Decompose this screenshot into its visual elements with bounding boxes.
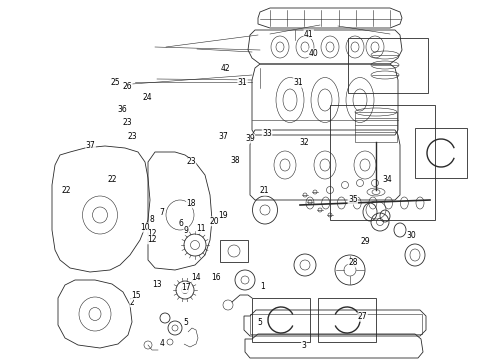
Text: 5: 5 (257, 318, 262, 327)
Text: 38: 38 (230, 156, 240, 165)
Text: 33: 33 (262, 129, 272, 138)
Text: 31: 31 (238, 78, 247, 87)
Text: 17: 17 (181, 284, 191, 292)
Text: 23: 23 (127, 132, 137, 141)
Text: 24: 24 (142, 93, 152, 102)
Text: 9: 9 (184, 226, 189, 235)
Text: 37: 37 (218, 132, 228, 141)
Text: 13: 13 (152, 280, 162, 289)
Bar (318, 298, 376, 342)
Text: 22: 22 (108, 175, 118, 184)
Text: 30: 30 (407, 231, 416, 240)
Text: 2: 2 (130, 298, 135, 307)
Text: 21: 21 (260, 186, 270, 195)
Text: 8: 8 (149, 215, 154, 224)
Text: 16: 16 (211, 273, 220, 282)
Text: 18: 18 (186, 199, 196, 208)
Bar (252, 298, 310, 342)
Text: 11: 11 (196, 225, 206, 234)
Text: 23: 23 (186, 158, 196, 166)
Text: 36: 36 (118, 105, 127, 114)
Text: 28: 28 (348, 258, 358, 267)
Text: 12: 12 (147, 235, 157, 244)
Bar (355, 112, 397, 142)
Text: 27: 27 (358, 312, 368, 321)
Bar (250, 314, 422, 334)
Text: 14: 14 (191, 273, 201, 282)
Text: 26: 26 (122, 82, 132, 91)
Bar (348, 38, 428, 93)
Text: 10: 10 (140, 223, 149, 232)
Text: 29: 29 (360, 237, 370, 246)
Text: 20: 20 (209, 217, 219, 226)
Text: 22: 22 (61, 186, 71, 195)
Text: 19: 19 (218, 211, 228, 220)
Text: 15: 15 (131, 291, 141, 300)
Text: 39: 39 (245, 134, 255, 143)
Bar (220, 240, 248, 262)
Bar (415, 128, 467, 178)
Text: 12: 12 (147, 230, 157, 238)
Text: 23: 23 (122, 118, 132, 127)
Text: 4: 4 (159, 339, 164, 348)
Text: 6: 6 (179, 219, 184, 228)
Text: 41: 41 (304, 30, 314, 39)
Text: 7: 7 (159, 208, 164, 217)
Text: 3: 3 (301, 341, 306, 350)
Text: 5: 5 (184, 318, 189, 327)
Text: 37: 37 (86, 141, 96, 150)
Text: 34: 34 (382, 175, 392, 184)
Text: 32: 32 (299, 138, 309, 147)
Text: 25: 25 (110, 78, 120, 87)
Bar (330, 105, 435, 220)
Text: 31: 31 (293, 78, 303, 87)
Text: 1: 1 (260, 282, 265, 291)
Text: 40: 40 (309, 49, 318, 58)
Text: 42: 42 (220, 64, 230, 73)
Text: 35: 35 (348, 195, 358, 204)
